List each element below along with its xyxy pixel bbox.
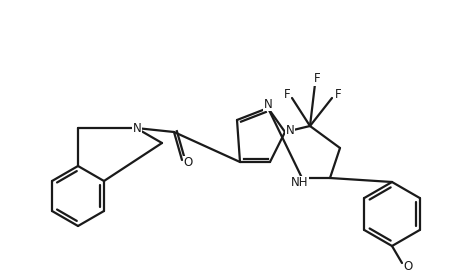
Text: NH: NH (291, 176, 309, 190)
Text: N: N (133, 121, 142, 134)
Text: F: F (335, 89, 341, 102)
Text: N: N (286, 123, 295, 137)
Text: O: O (403, 261, 413, 274)
Text: O: O (183, 156, 193, 169)
Text: F: F (284, 89, 290, 102)
Text: F: F (313, 73, 320, 86)
Text: N: N (264, 97, 272, 110)
